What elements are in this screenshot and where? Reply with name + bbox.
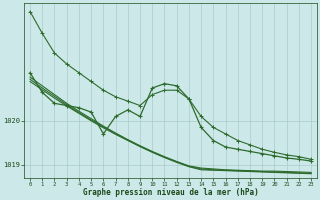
X-axis label: Graphe pression niveau de la mer (hPa): Graphe pression niveau de la mer (hPa) <box>83 188 259 197</box>
